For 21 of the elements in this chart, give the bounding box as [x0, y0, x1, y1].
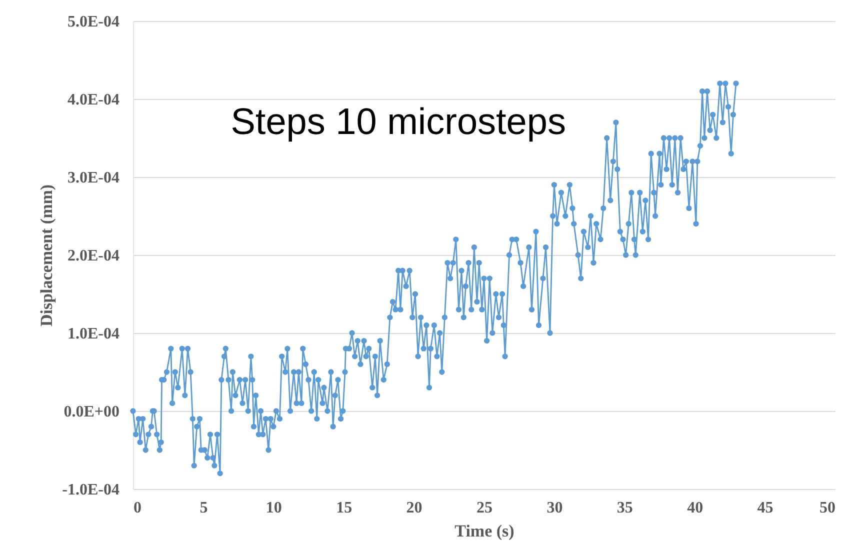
x-tick-label: 45: [757, 500, 774, 516]
x-tick-label: 30: [546, 500, 563, 516]
x-tick-label: 0: [134, 500, 142, 516]
x-tick-label: 5: [200, 500, 208, 516]
x-tick-label: 25: [476, 500, 492, 516]
x-tick-label: 15: [336, 500, 352, 516]
y-tick-label: 0.0E+00: [64, 404, 120, 420]
y-tick-label: 1.0E-04: [68, 326, 120, 342]
x-tick-label: 50: [820, 500, 836, 516]
y-tick-label: 5.0E-04: [68, 14, 120, 30]
y-tick-label: 2.0E-04: [68, 248, 120, 264]
y-axis-title: Displacement (mm): [37, 184, 56, 327]
y-tick-label: -1.0E-04: [62, 482, 120, 498]
x-tick-label: 35: [616, 500, 633, 516]
y-tick-label: 4.0E-04: [68, 92, 120, 108]
x-tick-label: 20: [406, 500, 422, 516]
x-tick-label: 40: [687, 500, 704, 516]
annotation: Steps 10 microsteps: [230, 101, 566, 142]
x-tick-label: 10: [266, 500, 282, 516]
y-tick-label: 3.0E-04: [68, 170, 120, 186]
x-axis-title: Time (s): [454, 522, 514, 540]
